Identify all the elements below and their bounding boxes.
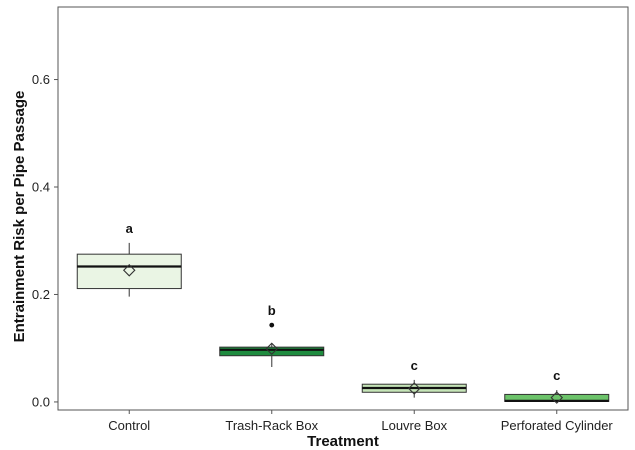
significance-letter: b (268, 303, 276, 318)
outlier-point (269, 322, 275, 328)
y-tick-label: 0.6 (32, 72, 50, 87)
x-tick-label: Trash-Rack Box (225, 418, 318, 433)
significance-letter: a (126, 221, 134, 236)
significance-letter: c (553, 368, 560, 383)
x-tick-label: Louvre Box (381, 418, 447, 433)
x-tick-label: Control (108, 418, 150, 433)
mean-marker (550, 391, 564, 404)
significance-letter: c (411, 358, 418, 373)
box-iqr (76, 253, 182, 290)
x-axis-title: Treatment (307, 433, 379, 450)
mean-marker (122, 264, 136, 277)
box-iqr (219, 346, 325, 357)
mean-marker (265, 342, 279, 356)
y-tick-label: 0.2 (32, 287, 50, 302)
x-tick-label: Perforated Cylinder (501, 418, 614, 433)
box-trash-rack-box: b (219, 303, 325, 368)
box-control: a (76, 221, 182, 297)
plot-frame (57, 6, 629, 411)
y-tick-label: 0.4 (32, 180, 50, 195)
y-axis: 0.0 0.2 0.4 0.6 (32, 72, 58, 409)
y-tick-label: 0.0 (32, 394, 50, 409)
y-axis-title: Entrainment Risk per Pipe Passage (11, 91, 28, 343)
box-perforated-cylinder: c (504, 368, 610, 404)
x-axis: Control Trash-Rack Box Louvre Box Perforate… (108, 410, 613, 433)
boxes: a b c c (76, 221, 610, 404)
mean-marker (407, 382, 421, 395)
box-louvre-box: c (361, 358, 467, 398)
